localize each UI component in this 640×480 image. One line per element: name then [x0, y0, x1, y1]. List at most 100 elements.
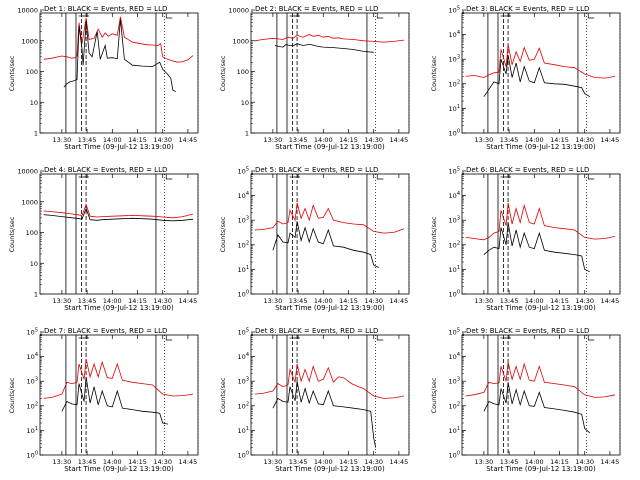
x-tick-label: 14:15	[339, 297, 358, 305]
panel-title: Det 2: BLACK = Events, RED = LLD	[255, 5, 378, 13]
series-events	[483, 54, 591, 98]
x-tick-label: 14:15	[339, 458, 358, 466]
x-tick-label: 14:00	[525, 297, 544, 305]
y-tick-label: 100	[237, 68, 249, 76]
x-axis-label: Start Time (09-Jul-12 13:19:00)	[275, 143, 385, 151]
y-tick-label: 104	[449, 30, 460, 39]
y-tick-label: 10000	[17, 7, 38, 15]
y-axis-label: Counts/sec	[430, 55, 438, 91]
y-tick-label: 104	[27, 352, 38, 361]
x-tick-label: 14:30	[153, 136, 172, 144]
x-tick-label: 14:45	[390, 458, 409, 466]
x-axis-label: Start Time (09-Jul-12 13:19:00)	[64, 143, 174, 151]
y-tick-label: 100	[449, 290, 460, 299]
x-tick-label: 13:30	[264, 458, 283, 466]
y-tick-label: 102	[449, 79, 460, 88]
top-marker	[165, 335, 173, 341]
y-tick-label: 104	[238, 352, 249, 361]
x-tick-label: 13:45	[500, 297, 519, 305]
top-marker	[376, 335, 384, 341]
x-tick-label: 14:45	[601, 136, 620, 144]
x-tick-label: 14:00	[103, 136, 122, 144]
top-marker	[587, 13, 595, 19]
y-tick-label: 100	[26, 229, 38, 237]
y-tick-label: 105	[238, 167, 249, 176]
series-lld	[465, 44, 616, 79]
x-tick-label: 13:45	[500, 136, 519, 144]
x-tick-label: 13:30	[53, 297, 72, 305]
x-axis-label: Start Time (09-Jul-12 13:19:00)	[64, 304, 174, 312]
y-tick-label: 102	[449, 240, 460, 249]
panel-title: Det 6: BLACK = Events, RED = LLD	[466, 166, 589, 174]
x-tick-label: 13:30	[475, 458, 494, 466]
series-lld	[254, 202, 405, 234]
panel-det-5: Det 5: BLACK = Events, RED = LLD 100 101 10…	[219, 166, 410, 312]
x-tick-label: 14:45	[179, 458, 198, 466]
x-tick-label: 14:00	[103, 297, 122, 305]
x-axis-label: Start Time (09-Jul-12 13:19:00)	[486, 304, 596, 312]
x-tick-label: 14:00	[314, 136, 333, 144]
x-axis-label: Start Time (09-Jul-12 13:19:00)	[64, 465, 174, 473]
x-axis-label: Start Time (09-Jul-12 13:19:00)	[486, 465, 596, 473]
y-tick-label: 101	[27, 426, 38, 435]
x-tick-label: 13:30	[264, 297, 283, 305]
y-tick-label: 102	[27, 401, 38, 410]
y-axis-label: Counts/sec	[8, 216, 16, 252]
x-tick-label: 13:45	[78, 136, 97, 144]
x-axis-label: Start Time (09-Jul-12 13:19:00)	[275, 304, 385, 312]
panel-det-9: Det 9: BLACK = Events, RED = LLD 100 101 10…	[430, 327, 621, 473]
top-marker	[376, 174, 384, 180]
x-tick-label: 14:45	[601, 297, 620, 305]
y-tick-label: 1000	[232, 37, 249, 45]
panel-title: Det 9: BLACK = Events, RED = LLD	[466, 327, 589, 335]
y-tick-label: 104	[449, 191, 460, 200]
y-tick-label: 103	[238, 377, 249, 386]
x-tick-label: 14:30	[575, 136, 594, 144]
y-tick-label: 103	[27, 377, 38, 386]
x-tick-label: 14:15	[128, 297, 147, 305]
x-axis-label: Start Time (09-Jul-12 13:19:00)	[486, 143, 596, 151]
x-tick-label: 14:30	[153, 297, 172, 305]
y-axis-label: Counts/sec	[8, 377, 16, 413]
panel-det-6: Det 6: BLACK = Events, RED = LLD 100 101 10…	[430, 166, 621, 312]
y-tick-label: 10	[241, 99, 249, 107]
x-tick-label: 14:30	[364, 136, 383, 144]
x-tick-label: 14:15	[550, 458, 569, 466]
top-marker	[165, 13, 173, 19]
y-axis-label: Counts/sec	[219, 377, 227, 413]
y-tick-label: 104	[238, 191, 249, 200]
y-tick-label: 1	[245, 130, 249, 138]
y-tick-label: 103	[238, 216, 249, 225]
y-tick-label: 100	[238, 290, 249, 299]
y-tick-label: 101	[449, 265, 460, 274]
panel-det-3: Det 3: BLACK = Events, RED = LLD 100 101 10…	[430, 5, 621, 151]
y-tick-label: 102	[449, 401, 460, 410]
x-tick-label: 13:45	[289, 458, 308, 466]
x-tick-label: 14:15	[128, 136, 147, 144]
y-axis-label: Counts/sec	[8, 55, 16, 91]
x-tick-label: 14:30	[575, 297, 594, 305]
x-tick-label: 14:15	[128, 458, 147, 466]
y-tick-label: 102	[238, 240, 249, 249]
x-tick-label: 13:30	[53, 136, 72, 144]
x-tick-label: 14:00	[314, 458, 333, 466]
series-events	[63, 19, 176, 93]
panel-title: Det 5: BLACK = Events, RED = LLD	[255, 166, 378, 174]
y-tick-label: 103	[449, 216, 460, 225]
x-tick-label: 14:45	[390, 136, 409, 144]
y-tick-label: 105	[449, 167, 460, 176]
series-lld	[43, 203, 194, 219]
y-tick-label: 10000	[228, 7, 249, 15]
y-tick-label: 1000	[21, 198, 38, 206]
y-tick-label: 1	[34, 291, 38, 299]
panel-det-1: Det 1: BLACK = Events, RED = LLD 1 10 100 10…	[8, 5, 199, 151]
y-tick-label: 100	[26, 68, 38, 76]
x-tick-label: 14:15	[339, 136, 358, 144]
x-tick-label: 13:45	[78, 458, 97, 466]
y-axis-label: Counts/sec	[219, 55, 227, 91]
panel-title: Det 4: BLACK = Events, RED = LLD	[44, 166, 167, 174]
series-events	[483, 222, 590, 273]
top-marker	[587, 335, 595, 341]
x-tick-label: 13:45	[500, 458, 519, 466]
